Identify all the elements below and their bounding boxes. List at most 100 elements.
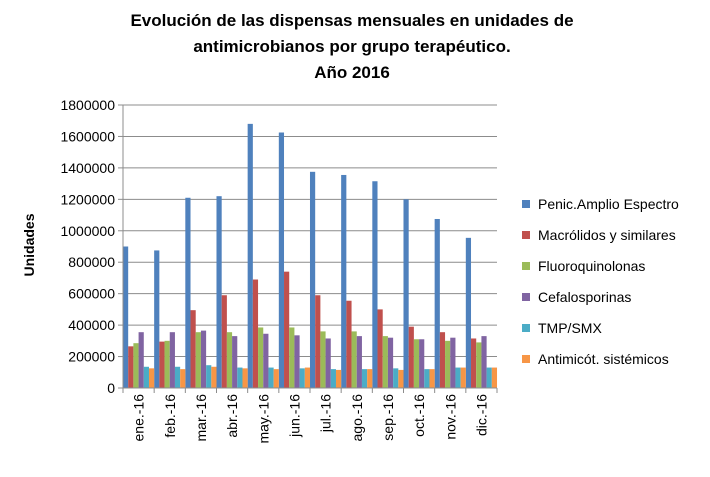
- bar: [154, 250, 160, 388]
- series-bars: [148, 366, 498, 388]
- bar: [299, 368, 305, 388]
- bar: [206, 365, 212, 388]
- bar: [289, 327, 295, 388]
- bar: [169, 332, 175, 388]
- y-tick-label: 1400000: [60, 160, 115, 176]
- series-bars: [128, 271, 477, 388]
- legend-item: Cefalosporinas: [522, 289, 631, 305]
- legend-label: Antimicót. sistémicos: [538, 351, 669, 367]
- bar: [278, 132, 285, 388]
- y-tick-label: 600000: [68, 286, 115, 302]
- y-tick-label: 400000: [68, 317, 115, 333]
- legend-item: Antimicót. sistémicos: [522, 351, 669, 367]
- bar: [252, 279, 259, 388]
- x-tick-label: ene.-16: [131, 394, 147, 442]
- legend-swatch: [522, 200, 530, 208]
- x-tick-label: jul.-16: [318, 394, 334, 433]
- bar: [304, 367, 311, 388]
- bar: [387, 337, 394, 388]
- bar: [403, 199, 409, 388]
- bar: [237, 367, 243, 388]
- bar: [247, 123, 253, 388]
- bar: [445, 340, 451, 388]
- legend-item: Macrólidos y similares: [522, 227, 676, 243]
- bar: [398, 369, 404, 388]
- bar: [460, 367, 466, 388]
- bar: [408, 326, 414, 388]
- bar: [346, 300, 352, 388]
- series-bars: [133, 327, 482, 388]
- y-tick-label: 200000: [68, 349, 115, 365]
- x-tick-label: abr.-16: [224, 394, 240, 438]
- y-axis-ticks: 0 200000 400000 600000 800000 1000000 1200000 1…: [60, 97, 123, 396]
- bar: [211, 366, 217, 388]
- bar: [351, 331, 357, 388]
- chart-title-line-2: antimicrobianos por grupo terapéutico.: [193, 37, 510, 56]
- y-tick-label: 800000: [68, 254, 115, 270]
- bar: [143, 366, 149, 388]
- series-bars: [138, 330, 487, 388]
- y-tick-label: 1600000: [60, 128, 115, 144]
- legend-swatch: [522, 231, 530, 239]
- x-tick-label: nov.-16: [442, 394, 458, 440]
- bar: [164, 340, 170, 388]
- bar: [315, 295, 321, 388]
- x-tick-label: ago.-16: [349, 394, 365, 442]
- bar: [242, 368, 248, 388]
- bar: [263, 333, 269, 388]
- bar: [138, 332, 144, 388]
- legend-swatch: [522, 355, 530, 363]
- legend-item: TMP/SMX: [522, 320, 602, 336]
- legend-item: Penic.Amplio Espectro: [522, 196, 679, 212]
- x-tick-label: sep.-16: [380, 394, 396, 441]
- bar: [476, 342, 482, 388]
- legend-label: Fluoroquinolonas: [538, 258, 645, 274]
- bar: [284, 271, 290, 388]
- bar: [330, 369, 336, 388]
- bar: [439, 332, 446, 388]
- bar: [133, 343, 139, 388]
- bar: [465, 237, 472, 388]
- legend-swatch: [522, 262, 530, 270]
- bar: [174, 366, 181, 388]
- bar: [486, 367, 492, 388]
- chart-title-line-3: Año 2016: [314, 63, 390, 82]
- legend-label: TMP/SMX: [538, 320, 602, 336]
- bar: [455, 367, 461, 388]
- bar: [258, 327, 264, 388]
- x-tick-label: jun.-16: [286, 394, 302, 438]
- x-axis-ticks: ene.-16 feb.-16 mar.-16 abr.-16 may.-16 jun.-…: [122, 388, 498, 444]
- bar: [413, 339, 420, 388]
- bar: [195, 332, 201, 388]
- bar: [341, 174, 347, 388]
- bar: [429, 369, 435, 388]
- bars: [122, 123, 498, 388]
- bar: [148, 368, 155, 388]
- legend-label: Macrólidos y similares: [538, 227, 676, 243]
- bar: [325, 338, 331, 388]
- x-tick-label: may.-16: [255, 394, 271, 444]
- bar: [190, 310, 196, 388]
- bar: [268, 367, 274, 388]
- bar: [200, 330, 207, 388]
- chart-title: Evolución de las dispensas mensuales en …: [130, 11, 573, 82]
- bar: [122, 246, 129, 388]
- bar: [320, 331, 326, 388]
- bar: [232, 336, 238, 388]
- chart-title-line-1: Evolución de las dispensas mensuales en …: [130, 11, 573, 30]
- bar: [372, 181, 378, 388]
- bar: [481, 336, 487, 388]
- legend-label: Cefalosporinas: [538, 289, 631, 305]
- bar: [226, 332, 233, 388]
- legend-swatch: [522, 293, 530, 301]
- bar: [361, 369, 368, 388]
- legend-label: Penic.Amplio Espectro: [538, 196, 679, 212]
- series-bars: [122, 123, 472, 388]
- bar: [419, 339, 425, 388]
- bar: [185, 197, 191, 388]
- y-tick-label: 0: [107, 380, 115, 396]
- bar: [221, 295, 227, 388]
- bar: [159, 341, 165, 388]
- bar: [377, 309, 383, 388]
